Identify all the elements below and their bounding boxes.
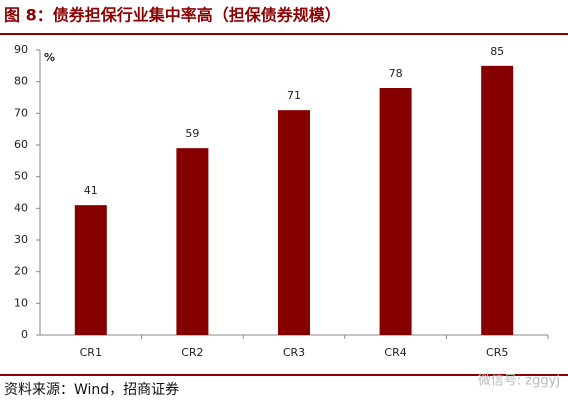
y-tick-label: 40 — [14, 201, 28, 214]
chart-title: 图 8：债券担保行业集中率高（担保债券规模） — [4, 6, 341, 25]
watermark: 微信号: zggyj — [478, 374, 560, 389]
x-tick-label: CR2 — [181, 346, 203, 359]
y-tick-label: 0 — [21, 328, 28, 341]
y-tick-label: 10 — [14, 296, 28, 309]
bar — [278, 110, 310, 336]
x-tick-label: CR1 — [80, 346, 102, 359]
y-unit: % — [44, 51, 55, 64]
x-tick-label: CR3 — [283, 346, 305, 359]
x-tick-label: CR4 — [384, 346, 406, 359]
x-tick-label: CR5 — [486, 346, 508, 359]
y-tick-label: 30 — [14, 233, 28, 246]
bar — [481, 65, 514, 335]
y-tick-label: 50 — [14, 170, 28, 183]
data-label: 85 — [490, 45, 504, 58]
data-label: 41 — [84, 184, 98, 197]
y-tick-label: 70 — [14, 106, 28, 119]
source: 资料来源：Wind，招商证券 — [4, 382, 179, 398]
data-label: 59 — [185, 127, 199, 140]
bar — [74, 205, 107, 335]
y-tick-label: 80 — [14, 75, 28, 88]
y-tick-label: 90 — [14, 43, 28, 56]
y-tick-label: 20 — [14, 265, 28, 278]
bar — [176, 148, 209, 335]
y-tick-label: 60 — [14, 138, 28, 151]
bar — [379, 88, 412, 335]
data-label: 71 — [287, 89, 301, 102]
data-label: 78 — [389, 67, 403, 80]
